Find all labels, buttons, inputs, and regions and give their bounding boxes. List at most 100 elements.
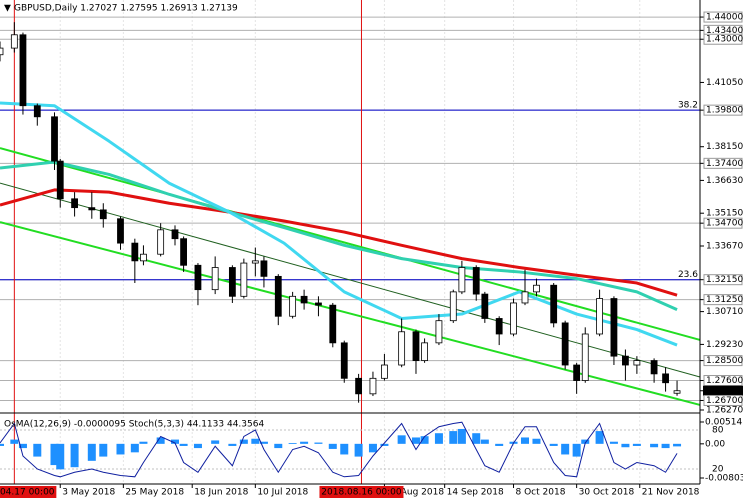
x-tick-label: 21 Nov 2018 (642, 488, 700, 498)
stoch-tick-label: 80 (712, 426, 724, 436)
osma-bar (328, 443, 337, 449)
osma-bar (193, 443, 202, 449)
osma-bar (561, 443, 570, 455)
candle-body (398, 331, 406, 366)
osma-bar (259, 441, 268, 444)
osma-bar (397, 435, 406, 444)
y2-tick-label: -0.008037 (705, 473, 743, 483)
candle-body (622, 355, 629, 366)
candle-body (240, 262, 248, 297)
y-tick-label: 1.43400 (706, 26, 743, 36)
marker-label: 2018.08.16 00:00 (321, 488, 402, 498)
osma-bar (300, 441, 309, 444)
y-tick-label: 1.35150 (706, 209, 743, 219)
osma-bar (18, 443, 27, 449)
candle-body (251, 260, 259, 264)
osma-bar (480, 439, 489, 444)
stoch-line (0, 421, 678, 478)
candle-body (550, 284, 558, 324)
candle-body (596, 298, 603, 335)
osma-bar (368, 443, 377, 453)
osma-bar (380, 443, 389, 446)
y-tick-box (703, 375, 743, 387)
candle-body (300, 295, 308, 304)
candle-body (412, 331, 420, 361)
x-tick-label: 14 Sep 2018 (447, 488, 504, 498)
osma-bar (70, 443, 79, 468)
candle-body (521, 291, 529, 304)
osma-bar (650, 443, 659, 448)
chart-title: ▼ (4, 4, 11, 14)
candle-body (56, 160, 64, 200)
x-tick-label: 18 Jun 2018 (194, 488, 248, 498)
y-tick-box (703, 33, 743, 45)
candle-body (33, 105, 41, 118)
y-tick-label: 1.28500 (706, 356, 743, 366)
fib-label: 23.6 (678, 270, 698, 280)
candle-body (610, 298, 618, 357)
candle-body (131, 242, 139, 262)
osma-bar (56, 443, 65, 470)
y-tick-label: 1.38150 (706, 142, 743, 152)
stoch-tick-label: 20 (712, 465, 724, 475)
candle-body (435, 320, 443, 344)
osma-bar (532, 438, 541, 444)
chart-title: GBPUSD,Daily 1.27027 1.27595 1.26913 1.2… (14, 4, 238, 14)
x-tick-label: 30 Oct 2018 (579, 488, 635, 498)
y2-tick-label: 0.005141 (705, 417, 743, 427)
osma-bar (472, 433, 481, 444)
x-tick-label: 3 May 2018 (62, 488, 115, 498)
candle-body (88, 207, 96, 211)
candle-body (369, 377, 377, 395)
osma-bar (632, 443, 641, 446)
y-tick-label: 1.30710 (706, 307, 743, 317)
osma-bar (0, 443, 4, 446)
x-tick-label: 24 Aug 2018 (386, 488, 444, 498)
y-tick-label: 1.27600 (706, 376, 743, 386)
candle-body (472, 267, 480, 295)
y-tick-box (703, 394, 743, 406)
candle-body (10, 34, 18, 49)
osma-bar (10, 439, 19, 444)
candle-body (211, 267, 219, 291)
fib-label: 38.2 (678, 101, 698, 111)
y-tick-label: 1.29230 (706, 340, 743, 350)
moving-average (0, 101, 678, 347)
osma-bar (228, 443, 237, 446)
candle-body (495, 318, 503, 335)
y-tick-label: 1.32150 (706, 275, 743, 285)
y-tick-box (703, 274, 743, 286)
osma-bar (549, 443, 558, 446)
osma-bar (211, 440, 220, 444)
osma-bar (179, 443, 188, 446)
osma-bar (595, 431, 604, 444)
candle-body (180, 238, 188, 266)
candle-body (19, 34, 27, 107)
y-tick-label: 1.44000 (706, 13, 743, 23)
osma-bar (99, 443, 108, 457)
x-tick-label: 25 May 2018 (125, 488, 184, 498)
candle-body (573, 364, 581, 381)
indicator-panel (0, 421, 700, 478)
candle-body (71, 198, 78, 209)
candle-body (274, 275, 282, 317)
y-tick-label: 1.41050 (706, 78, 743, 88)
candle-body (171, 229, 179, 240)
candle-body (650, 360, 658, 375)
x-tick-label: 10 Jul 2018 (257, 488, 308, 498)
osma-bar (139, 441, 148, 444)
candle-body (315, 302, 322, 306)
marker-label: 2018.04.17 00:00 (0, 488, 55, 498)
grid (59, 0, 641, 484)
osma-bar (156, 437, 165, 444)
candle-body (340, 342, 348, 379)
osma-bar (50, 443, 59, 466)
osma-bar (420, 436, 429, 444)
candle-body (662, 373, 669, 384)
channel-line (0, 147, 701, 341)
plot (0, 22, 701, 406)
y-tick-label: 1.39800 (706, 106, 743, 116)
y-tick-label: 1.33670 (706, 242, 743, 252)
osma-bar (354, 443, 363, 457)
